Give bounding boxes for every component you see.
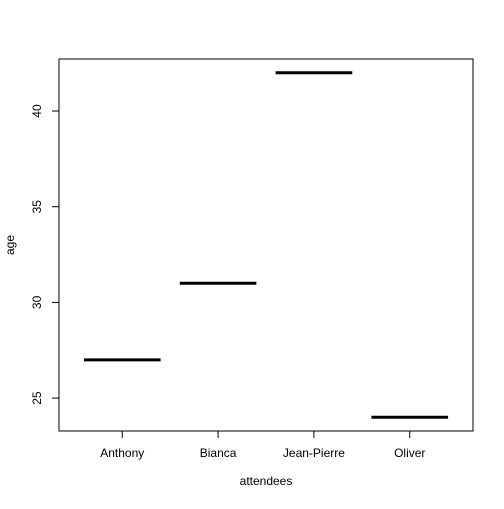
plot-area-frame bbox=[58, 58, 474, 432]
y-tick-label: 25 bbox=[30, 391, 44, 405]
x-axis-label: attendees bbox=[240, 474, 293, 488]
x-tick-label: Oliver bbox=[394, 446, 425, 460]
y-tick-label: 40 bbox=[30, 104, 44, 118]
y-tick-label: 35 bbox=[30, 200, 44, 214]
y-axis-label: age bbox=[3, 235, 17, 255]
x-axis: Anthony Bianca Jean-Pierre Oliver bbox=[100, 430, 425, 460]
series bbox=[83, 71, 449, 419]
x-tick-label: Bianca bbox=[200, 446, 237, 460]
y-tick-label: 30 bbox=[30, 295, 44, 309]
x-tick-label: Jean-Pierre bbox=[283, 446, 345, 460]
y-axis: 25 30 35 40 bbox=[30, 104, 60, 405]
x-tick-label: Anthony bbox=[100, 446, 144, 460]
